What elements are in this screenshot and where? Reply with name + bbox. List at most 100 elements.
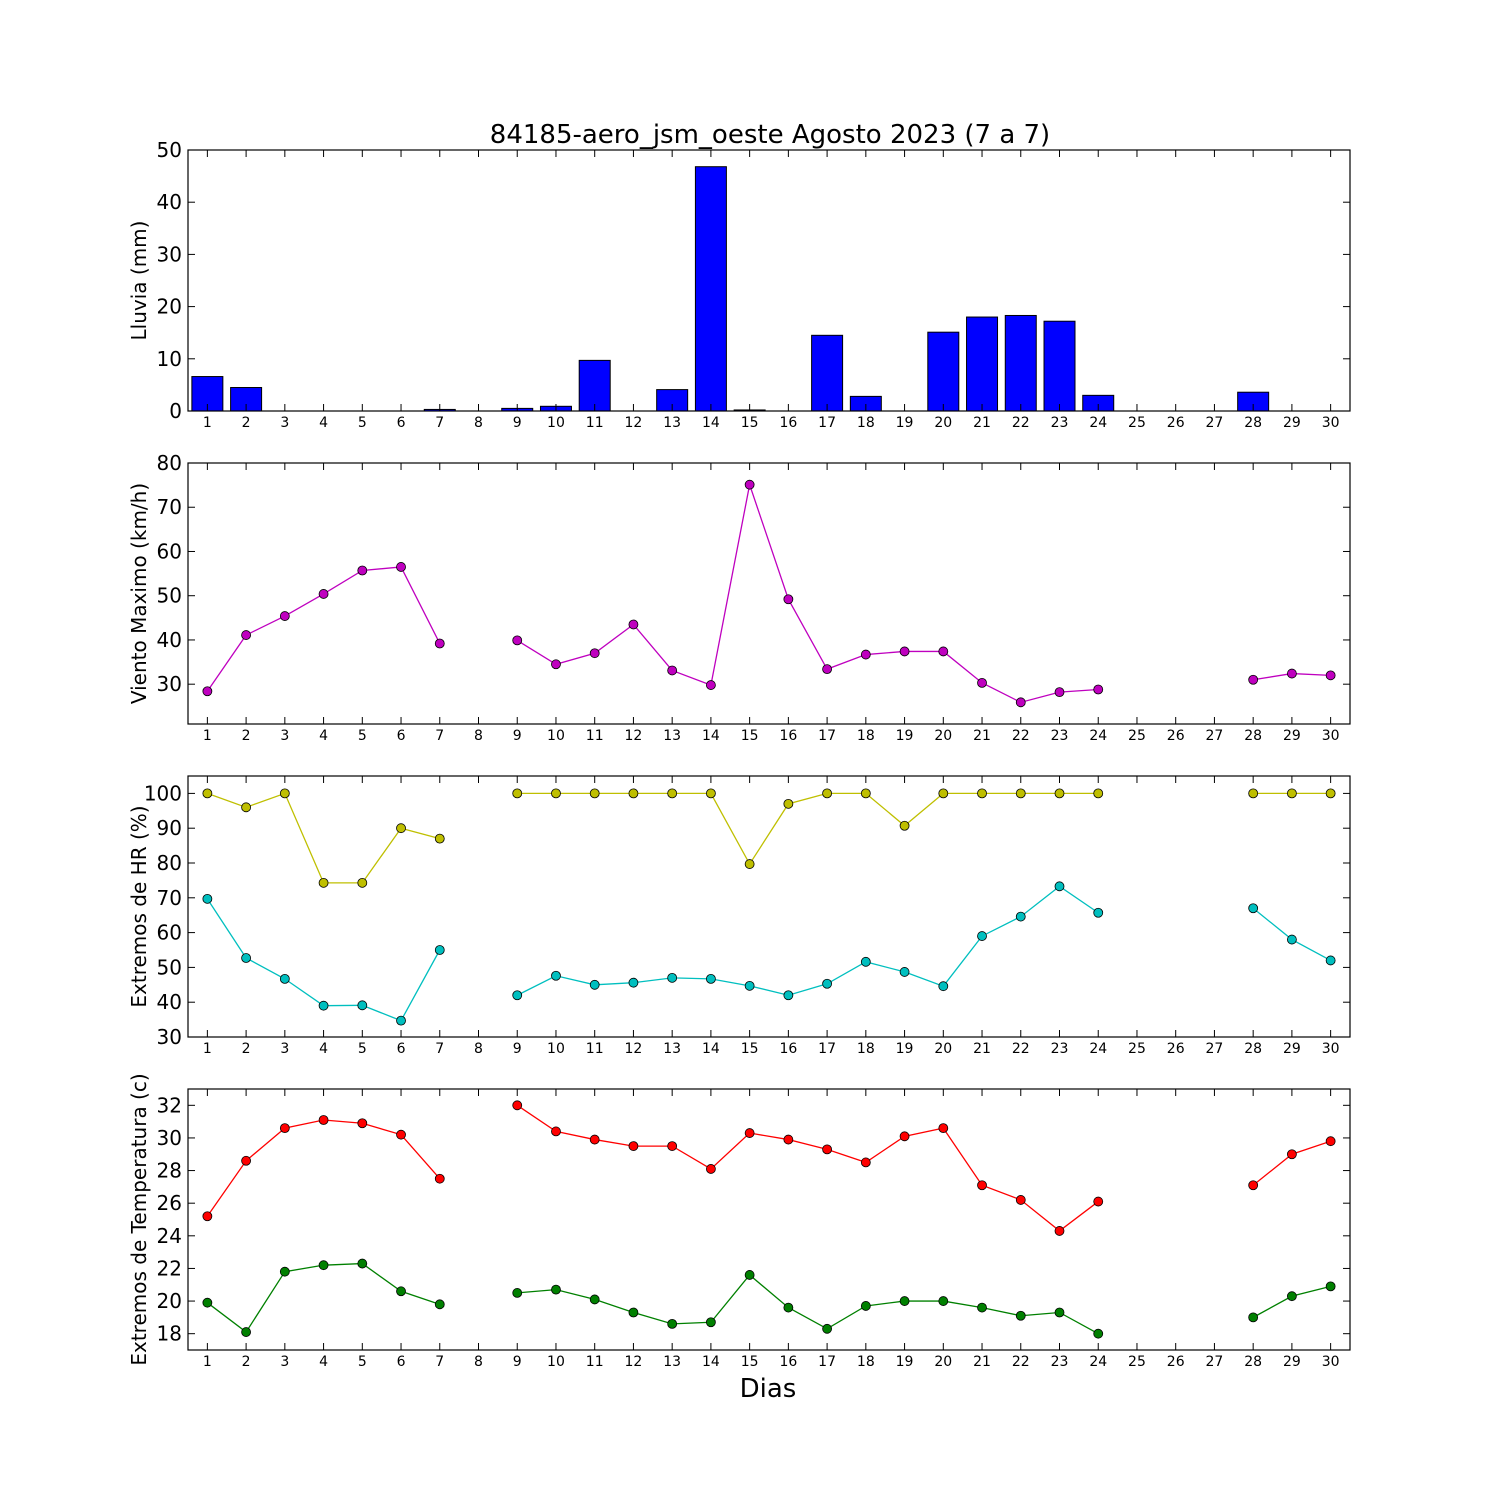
x-tick-label: 2 bbox=[242, 415, 251, 431]
x-tick-label: 26 bbox=[1167, 1354, 1185, 1370]
series-2-point-day-21 bbox=[977, 931, 987, 941]
y-tick-label: 20 bbox=[157, 1289, 182, 1313]
x-tick-label: 21 bbox=[973, 1354, 991, 1370]
series-2-point-day-11 bbox=[589, 1294, 600, 1305]
series-2-point-day-14 bbox=[706, 1317, 716, 1328]
series-2-point-day-28 bbox=[1248, 903, 1259, 914]
x-tick-label: 16 bbox=[779, 1041, 797, 1057]
x-tick-label: 4 bbox=[319, 728, 328, 744]
x-tick-label: 13 bbox=[663, 1354, 681, 1370]
series-1-point-day-14 bbox=[706, 788, 716, 799]
y-tick-label: 32 bbox=[157, 1093, 182, 1117]
x-tick-label: 11 bbox=[586, 728, 604, 744]
series-2-line bbox=[516, 885, 1099, 996]
x-tick-label: 6 bbox=[397, 728, 406, 744]
y-tick-label: 50 bbox=[157, 584, 182, 608]
series-1-point-day-10 bbox=[551, 659, 561, 670]
series-1-point-day-13 bbox=[667, 788, 678, 799]
x-tick-label: 19 bbox=[896, 1354, 914, 1370]
x-tick-label: 25 bbox=[1128, 415, 1146, 431]
series-1-line bbox=[517, 792, 1099, 866]
series-2-point-day-21 bbox=[977, 1302, 987, 1313]
series-1-point-day-17 bbox=[822, 1144, 832, 1155]
series-1-point-day-6 bbox=[396, 562, 406, 572]
series-1-point-day-4 bbox=[318, 589, 329, 599]
x-tick-label: 27 bbox=[1206, 1354, 1224, 1370]
x-tick-label: 17 bbox=[818, 1354, 836, 1370]
series-2-point-day-5 bbox=[357, 1258, 368, 1269]
bar-day-21 bbox=[966, 316, 999, 412]
x-tick-label: 11 bbox=[586, 1354, 604, 1370]
x-tick-label: 1 bbox=[203, 1354, 212, 1370]
x-tick-label: 24 bbox=[1089, 1354, 1107, 1370]
x-tick-label: 13 bbox=[663, 415, 681, 431]
series-2-point-day-15 bbox=[744, 980, 755, 991]
x-tick-label: 20 bbox=[934, 1354, 952, 1370]
plot-frame bbox=[187, 1088, 1351, 1351]
y-tick-label: 40 bbox=[157, 190, 182, 214]
series-1-point-day-21 bbox=[977, 677, 987, 688]
x-tick-label: 19 bbox=[896, 415, 914, 431]
x-tick-label: 7 bbox=[435, 1041, 444, 1057]
x-tick-label: 26 bbox=[1167, 1041, 1185, 1057]
series-1-point-day-5 bbox=[357, 877, 368, 888]
y-tick-label: 30 bbox=[157, 242, 182, 266]
series-2-point-day-12 bbox=[628, 1307, 639, 1318]
series-2-point-day-18 bbox=[860, 956, 871, 967]
series-2-point-day-7 bbox=[434, 945, 445, 955]
x-tick-label: 23 bbox=[1051, 1041, 1069, 1057]
x-tick-label: 17 bbox=[818, 415, 836, 431]
series-1-point-day-1 bbox=[202, 788, 213, 799]
plot-frame bbox=[187, 775, 1351, 1038]
y-tick-label: 40 bbox=[157, 990, 182, 1014]
x-tick-label: 7 bbox=[435, 1354, 444, 1370]
y-tick-label: 50 bbox=[157, 955, 182, 979]
y-tick-label: 70 bbox=[157, 495, 182, 519]
series-1-point-day-22 bbox=[1015, 1195, 1026, 1205]
y-tick-label: 60 bbox=[157, 921, 182, 945]
series-2-point-day-30 bbox=[1325, 1281, 1336, 1292]
series-2-point-day-16 bbox=[783, 990, 794, 1001]
series-2-point-day-19 bbox=[899, 967, 910, 977]
y-tick-label: 18 bbox=[157, 1322, 182, 1346]
x-tick-label: 28 bbox=[1244, 415, 1262, 431]
series-1-point-day-12 bbox=[628, 788, 639, 799]
x-tick-label: 29 bbox=[1283, 728, 1301, 744]
series-2-point-day-23 bbox=[1054, 881, 1065, 892]
series-1-point-day-23 bbox=[1054, 687, 1065, 698]
x-tick-label: 25 bbox=[1128, 728, 1146, 744]
series-1-point-day-11 bbox=[589, 1134, 600, 1145]
x-tick-label: 23 bbox=[1051, 728, 1069, 744]
x-tick-label: 24 bbox=[1089, 415, 1107, 431]
y-axis-label: Extremos de HR (%) bbox=[127, 805, 151, 1007]
x-tick-label: 6 bbox=[397, 415, 406, 431]
x-tick-label: 26 bbox=[1167, 415, 1185, 431]
y-tick-label: 100 bbox=[144, 781, 182, 805]
series-1-point-day-11 bbox=[589, 788, 600, 799]
series-1-point-day-30 bbox=[1325, 1136, 1336, 1147]
x-tick-label: 2 bbox=[242, 728, 251, 744]
x-tick-label: 18 bbox=[857, 728, 875, 744]
x-tick-label: 8 bbox=[474, 415, 483, 431]
series-2-point-day-7 bbox=[434, 1299, 445, 1310]
x-tick-label: 21 bbox=[973, 1041, 991, 1057]
x-tick-label: 27 bbox=[1206, 415, 1224, 431]
series-1-point-day-6 bbox=[396, 823, 406, 834]
series-2-point-day-13 bbox=[667, 1319, 678, 1329]
x-tick-label: 30 bbox=[1322, 415, 1340, 431]
x-tick-label: 3 bbox=[280, 1354, 289, 1370]
series-1-point-day-2 bbox=[241, 802, 252, 813]
x-tick-label: 10 bbox=[547, 728, 565, 744]
series-2-point-day-1 bbox=[202, 1297, 213, 1308]
series-1-point-day-29 bbox=[1287, 788, 1297, 799]
series-1-point-day-17 bbox=[822, 788, 832, 799]
plot-frame bbox=[187, 462, 1351, 725]
x-axis-label: Dias bbox=[740, 1374, 797, 1404]
series-1-line bbox=[516, 1104, 1099, 1232]
series-1-point-day-18 bbox=[860, 649, 871, 660]
x-tick-label: 17 bbox=[818, 1041, 836, 1057]
x-tick-label: 4 bbox=[319, 415, 328, 431]
y-tick-label: 30 bbox=[157, 1126, 182, 1150]
series-1-point-day-21 bbox=[977, 788, 987, 799]
